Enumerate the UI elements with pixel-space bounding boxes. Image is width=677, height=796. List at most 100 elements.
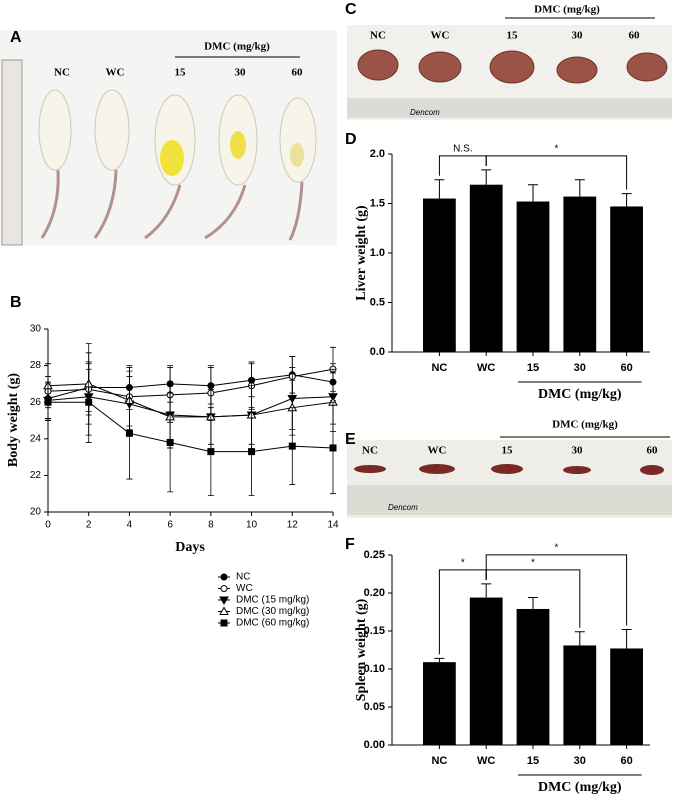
bar — [610, 648, 643, 745]
legend-label: WC — [236, 583, 253, 594]
error-bar — [574, 179, 585, 197]
group-label: NC — [362, 445, 378, 457]
y-tick-label: 30 — [30, 324, 42, 335]
significance-bracket — [485, 554, 628, 626]
y-tick-label: 0.5 — [370, 296, 385, 308]
panel-label: C — [345, 1, 357, 18]
y-tick-label: 20 — [30, 507, 42, 518]
panel-label: B — [10, 294, 22, 311]
group-label: 15 — [502, 445, 514, 457]
group-label: 30 — [572, 445, 584, 457]
group-label: DMC (mg/kg) — [538, 387, 622, 402]
group-label: 60 — [292, 67, 304, 79]
y-tick-label: 0.25 — [364, 549, 385, 561]
y-tick-label: 26 — [30, 397, 42, 408]
y-tick-label: 0.05 — [364, 701, 385, 713]
ruler-brand: Dencom — [410, 108, 440, 117]
legend-marker — [219, 596, 229, 606]
marker — [288, 442, 296, 450]
bar — [516, 201, 550, 352]
y-tick-label: 0.0 — [370, 346, 385, 358]
x-tick-label: 60 — [620, 362, 632, 374]
y-axis-label: Body weight (g) — [6, 373, 21, 467]
x-tick-label: 30 — [574, 362, 586, 374]
bar — [469, 597, 503, 745]
legend-label: DMC (30 mg/kg) — [236, 606, 309, 617]
series-line — [47, 374, 334, 400]
group-label: NC — [370, 30, 386, 42]
panel-label: A — [10, 29, 22, 46]
marker — [166, 438, 174, 446]
marker — [125, 429, 133, 437]
photo-mice — [0, 30, 337, 246]
group-label: DMC (mg/kg) — [538, 780, 622, 795]
group-label: 15 — [175, 67, 187, 79]
significance-bracket — [438, 155, 487, 176]
error-bar — [574, 631, 585, 646]
bar — [610, 206, 643, 352]
group-title: DMC (mg/kg) — [204, 41, 270, 53]
y-tick-label: 1.0 — [370, 247, 385, 259]
y-axis-label: Liver weight (g) — [354, 205, 369, 301]
significance-label: * — [461, 558, 465, 569]
group-label: 15 — [507, 30, 519, 42]
y-tick-label: 1.5 — [370, 197, 385, 209]
x-tick-label: 10 — [246, 520, 258, 531]
group-label: 60 — [647, 445, 659, 457]
error-bar — [434, 657, 445, 663]
y-tick-label: 2.0 — [370, 148, 385, 160]
bar — [563, 645, 597, 745]
error-bar — [481, 583, 492, 598]
error-bar — [621, 628, 632, 649]
x-tick-label: 6 — [167, 520, 173, 531]
legend-marker — [220, 619, 228, 627]
significance-label: * — [531, 558, 535, 569]
x-tick-label: 15 — [527, 755, 539, 767]
legend-marker — [219, 606, 229, 615]
significance-bracket — [485, 155, 628, 190]
bar — [423, 198, 456, 352]
y-tick-label: 0.15 — [364, 625, 385, 637]
group-label: WC — [106, 67, 125, 79]
y-tick-label: 0.00 — [364, 739, 385, 751]
series-line — [47, 396, 334, 418]
x-tick-label: 14 — [327, 520, 339, 531]
bar — [469, 184, 503, 352]
group-label: NC — [54, 67, 70, 79]
marker — [207, 448, 215, 456]
y-tick-label: 24 — [30, 433, 42, 444]
x-tick-label: 15 — [527, 362, 539, 374]
bar — [423, 662, 456, 745]
marker — [248, 448, 256, 456]
series-line — [47, 368, 334, 398]
legend-marker — [220, 585, 228, 592]
x-tick-label: NC — [431, 755, 447, 767]
y-tick-label: 28 — [30, 360, 42, 371]
series-line — [47, 383, 334, 418]
legend-label: DMC (15 mg/kg) — [236, 595, 309, 606]
group-label: 30 — [572, 30, 584, 42]
legend-label: NC — [236, 572, 250, 583]
significance-label: * — [554, 543, 558, 554]
photo-livers — [347, 25, 672, 120]
x-tick-label: 12 — [287, 520, 299, 531]
marker — [85, 398, 93, 406]
photo-spleens — [347, 440, 672, 518]
error-bar — [621, 193, 632, 207]
bar — [516, 608, 550, 745]
error-bar — [528, 184, 538, 202]
group-label: 30 — [235, 67, 247, 79]
x-tick-label: 0 — [45, 520, 51, 531]
y-axis-label: Spleen weight (g) — [354, 598, 369, 701]
error-bar — [434, 179, 445, 199]
significance-label: * — [554, 143, 558, 154]
legend-label: DMC (60 mg/kg) — [236, 618, 309, 629]
x-tick-label: 4 — [127, 520, 133, 531]
y-tick-label: 0.10 — [364, 663, 385, 675]
series-line — [48, 401, 334, 453]
significance-label: N.S. — [453, 143, 472, 154]
group-label: 60 — [629, 30, 641, 42]
ruler-brand: Dencom — [388, 503, 418, 512]
panel-label: D — [345, 131, 357, 148]
y-tick-label: 22 — [30, 470, 42, 481]
